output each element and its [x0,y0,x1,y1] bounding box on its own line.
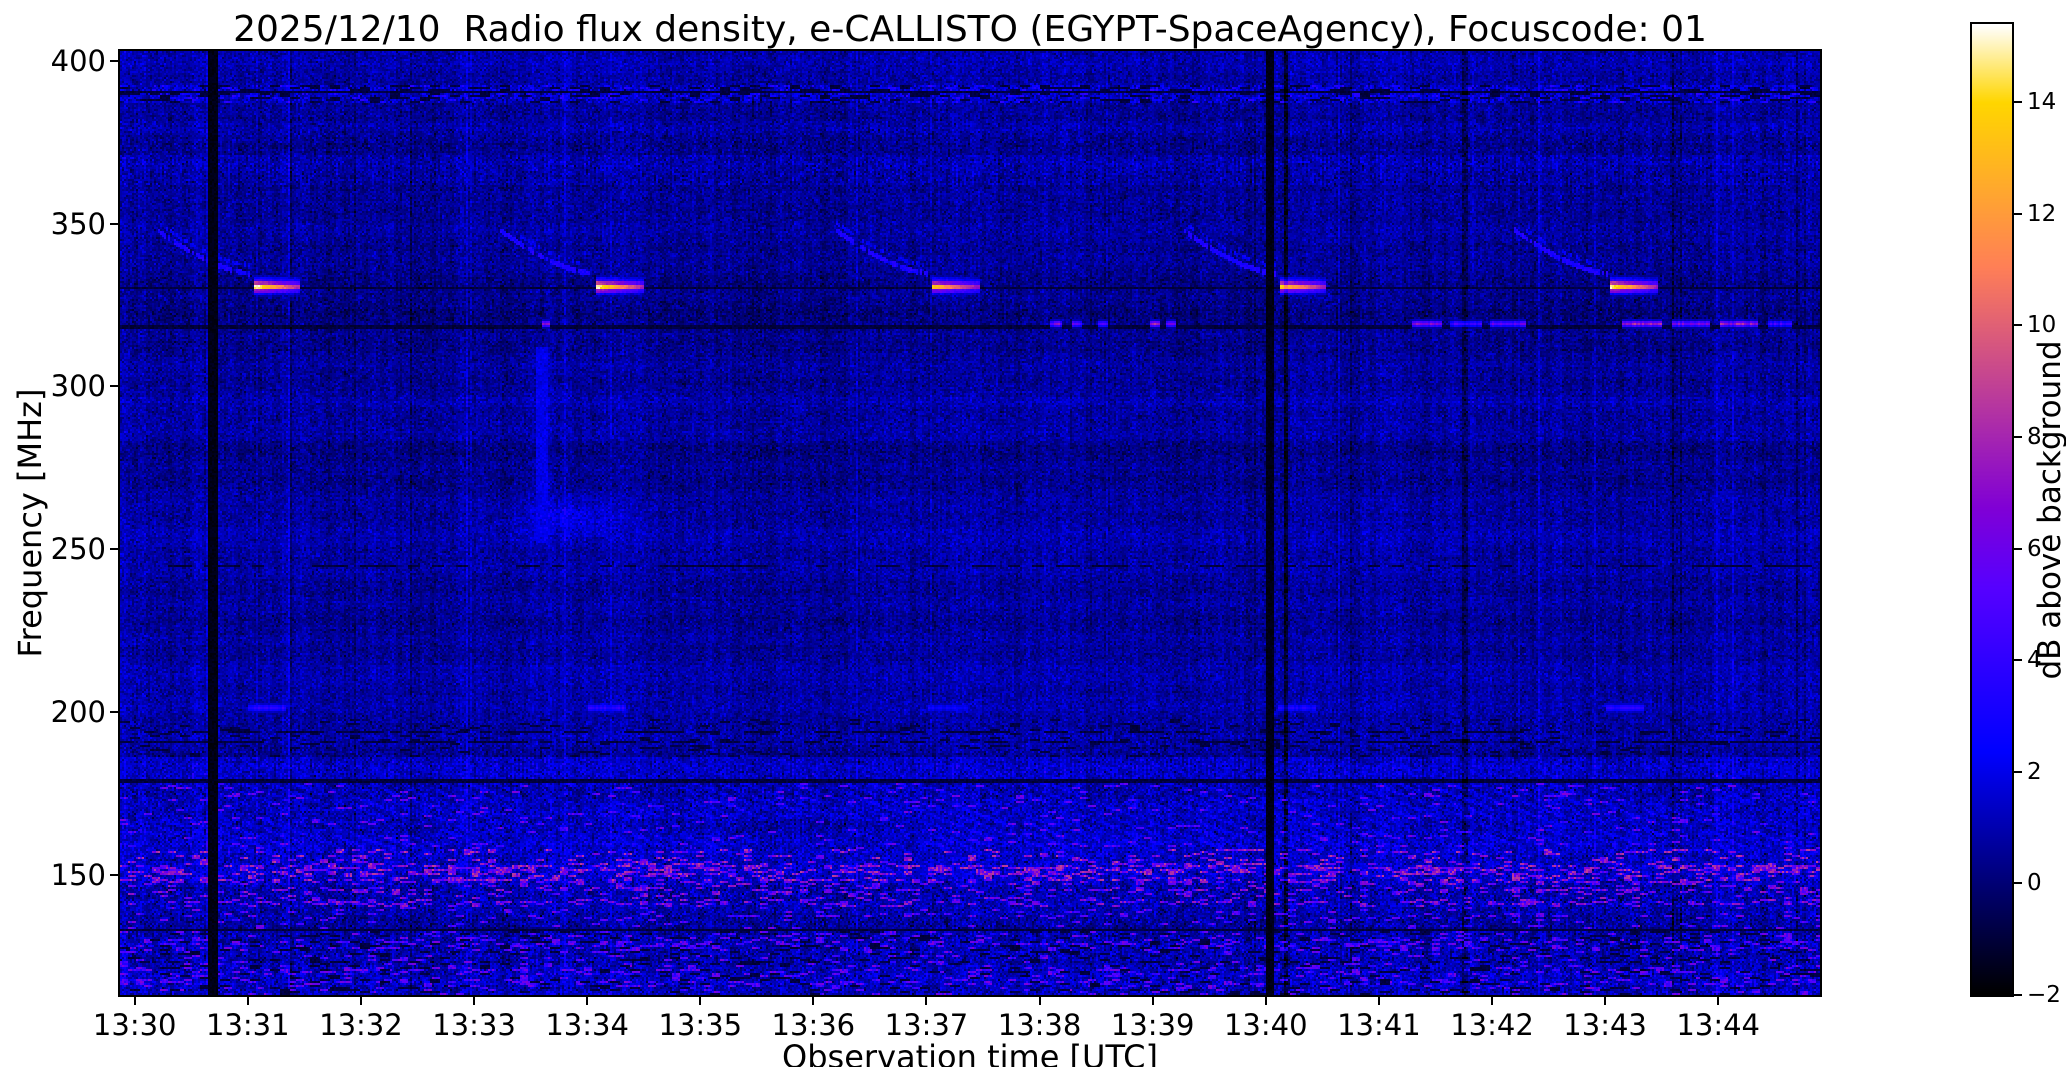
colorbar-tick-label: 4 [2027,647,2042,674]
y-axis-label: Frequency [MHz] [11,388,49,658]
y-tick-mark [110,548,118,551]
chart-title: 2025/12/10 Radio flux density, e-CALLIST… [233,9,1707,50]
y-tick-label: 300 [50,369,106,404]
y-tick-mark [110,873,118,876]
x-tick-label: 13:31 [206,1008,290,1042]
x-tick-label: 13:41 [1337,1008,1421,1042]
colorbar-tick-mark [2014,212,2022,215]
colorbar-tick-mark [2014,435,2022,438]
x-tick-label: 13:33 [432,1008,516,1042]
x-tick-mark [812,997,815,1005]
x-tick-mark [699,997,702,1005]
x-tick-label: 13:38 [997,1008,1082,1042]
colorbar-tick-label: 2 [2027,758,2042,785]
y-tick-mark [110,385,118,388]
x-tick-label: 13:34 [545,1008,629,1042]
x-tick-mark [1717,997,1720,1005]
x-tick-mark [925,997,928,1005]
colorbar-tick-mark [2014,994,2022,996]
x-tick-mark [1264,997,1267,1005]
y-tick-label: 150 [50,857,106,892]
colorbar-tick-label: 10 [2027,312,2057,339]
x-tick-label: 13:36 [771,1008,856,1042]
y-tick-label: 350 [50,206,106,241]
colorbar-tick-label: 6 [2027,535,2042,562]
x-tick-mark [586,997,589,1005]
x-tick-mark [133,997,136,1005]
y-tick-mark [110,222,118,225]
y-tick-mark [110,710,118,713]
x-tick-label: 13:43 [1563,1008,1647,1042]
x-tick-label: 13:37 [884,1008,969,1042]
colorbar [1972,24,2012,995]
x-tick-label: 13:44 [1676,1008,1760,1042]
colorbar-tick-mark [2014,659,2022,662]
x-tick-mark [359,997,362,1005]
x-tick-label: 13:32 [319,1008,403,1042]
colorbar-tick-label: 12 [2027,200,2057,227]
colorbar-tick-mark [2014,324,2022,327]
x-tick-mark [1604,997,1607,1005]
x-tick-mark [1038,997,1041,1005]
x-tick-label: 13:40 [1223,1008,1308,1042]
spectrogram-canvas [120,51,1820,995]
x-tick-label: 13:30 [92,1008,177,1042]
colorbar-tick-label: 14 [2027,89,2057,116]
colorbar-label: dB above background [2032,340,2066,680]
x-tick-label: 13:35 [658,1008,743,1042]
x-tick-label: 13:39 [1110,1008,1195,1042]
y-tick-label: 200 [50,694,106,729]
x-tick-mark [1377,997,1380,1005]
colorbar-tick-label: 8 [2027,423,2042,450]
colorbar-tick-mark [2014,547,2022,550]
y-tick-label: 250 [50,532,106,567]
x-axis-label: Observation time [UTC] [782,1038,1158,1067]
colorbar-gradient-canvas [1972,24,2012,995]
colorbar-tick-mark [2014,770,2022,773]
x-tick-mark [246,997,249,1005]
colorbar-tick-label: 0 [2027,870,2042,897]
colorbar-tick-mark [2014,101,2022,104]
y-tick-mark [110,59,118,62]
y-tick-label: 400 [50,43,106,78]
plot-area [118,49,1822,997]
colorbar-tick-mark [2014,882,2022,885]
x-tick-mark [1151,997,1154,1005]
colorbar-tick-label: −2 [2027,982,2061,1008]
x-tick-mark [473,997,476,1005]
x-tick-mark [1490,997,1493,1005]
x-tick-label: 13:42 [1450,1008,1534,1042]
